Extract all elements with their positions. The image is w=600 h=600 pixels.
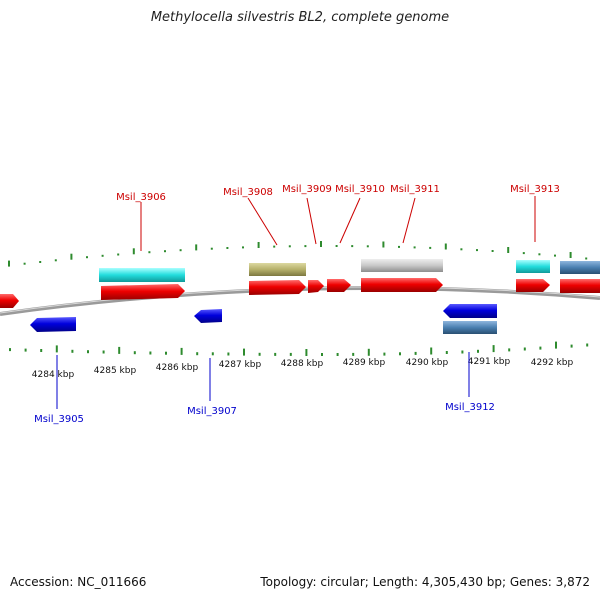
gene-arrow-3911[interactable] (361, 278, 443, 292)
gene-label-3909[interactable]: Msil_3909 (282, 184, 332, 195)
steel-feature-3912 (443, 321, 497, 334)
page-title: Methylocella silvestris BL2, complete ge… (150, 10, 450, 25)
inner-tick-ring (9, 341, 589, 356)
gene-arrow-3904[interactable] (0, 294, 19, 308)
genome-stats-text: Topology: circular; Length: 4,305,430 bp… (260, 575, 590, 589)
gene-arrow-3914[interactable] (560, 279, 600, 293)
outer-tick-ring (8, 241, 588, 267)
gene-label-3908[interactable]: Msil_3908 (223, 187, 273, 198)
gene-label-3905[interactable]: Msil_3905 (34, 414, 84, 425)
gene-label-3912[interactable]: Msil_3912 (445, 402, 495, 413)
gene-arrows (0, 278, 600, 332)
tick-label: 4289 kbp (343, 358, 386, 368)
steel-feature-3914 (560, 261, 600, 274)
cyan-feature-3913 (516, 260, 550, 273)
tick-label: 4292 kbp (531, 358, 574, 368)
tick-label: 4285 kbp (94, 366, 137, 376)
gene-arrow-3908[interactable] (249, 280, 306, 295)
cyan-feature-3906 (99, 268, 185, 282)
tick-label: 4288 kbp (281, 359, 324, 369)
gene-arrow-3907[interactable] (194, 309, 222, 323)
tick-label: 4290 kbp (406, 358, 449, 368)
feature-tracks (99, 259, 600, 334)
leader-3908 (247, 197, 278, 246)
tick-label: 4286 kbp (156, 363, 199, 373)
gene-labels: Msil_3906 Msil_3908 Msil_3909 Msil_3910 … (34, 184, 560, 425)
gene-label-3906[interactable]: Msil_3906 (116, 192, 166, 203)
tick-label: 4291 kbp (468, 357, 511, 367)
gene-label-3907[interactable]: Msil_3907 (187, 406, 237, 417)
leader-3909 (306, 197, 317, 245)
gene-arrow-3912[interactable] (443, 304, 497, 318)
gene-arrow-3909[interactable] (308, 280, 324, 293)
tick-label-group: 4284 kbp 4285 kbp 4286 kbp 4287 kbp 4288 kbp… (32, 357, 574, 380)
gene-arrow-3905[interactable] (30, 317, 76, 332)
gene-arrow-3913[interactable] (516, 279, 550, 292)
olive-feature-3908 (249, 263, 306, 276)
gene-label-3913[interactable]: Msil_3913 (510, 184, 560, 195)
leader-3910 (339, 197, 361, 244)
gene-label-3910[interactable]: Msil_3910 (335, 184, 385, 195)
gene-arrow-3906[interactable] (101, 284, 185, 300)
gene-label-3911[interactable]: Msil_3911 (390, 184, 440, 195)
tick-label: 4287 kbp (219, 360, 262, 370)
gene-arrow-3910[interactable] (327, 279, 351, 292)
leader-3911 (402, 197, 416, 244)
gene-label-leaders (56, 196, 536, 409)
tick-label: 4284 kbp (32, 370, 75, 380)
gray-feature-3911 (361, 259, 443, 272)
accession-text: Accession: NC_011666 (10, 575, 147, 589)
